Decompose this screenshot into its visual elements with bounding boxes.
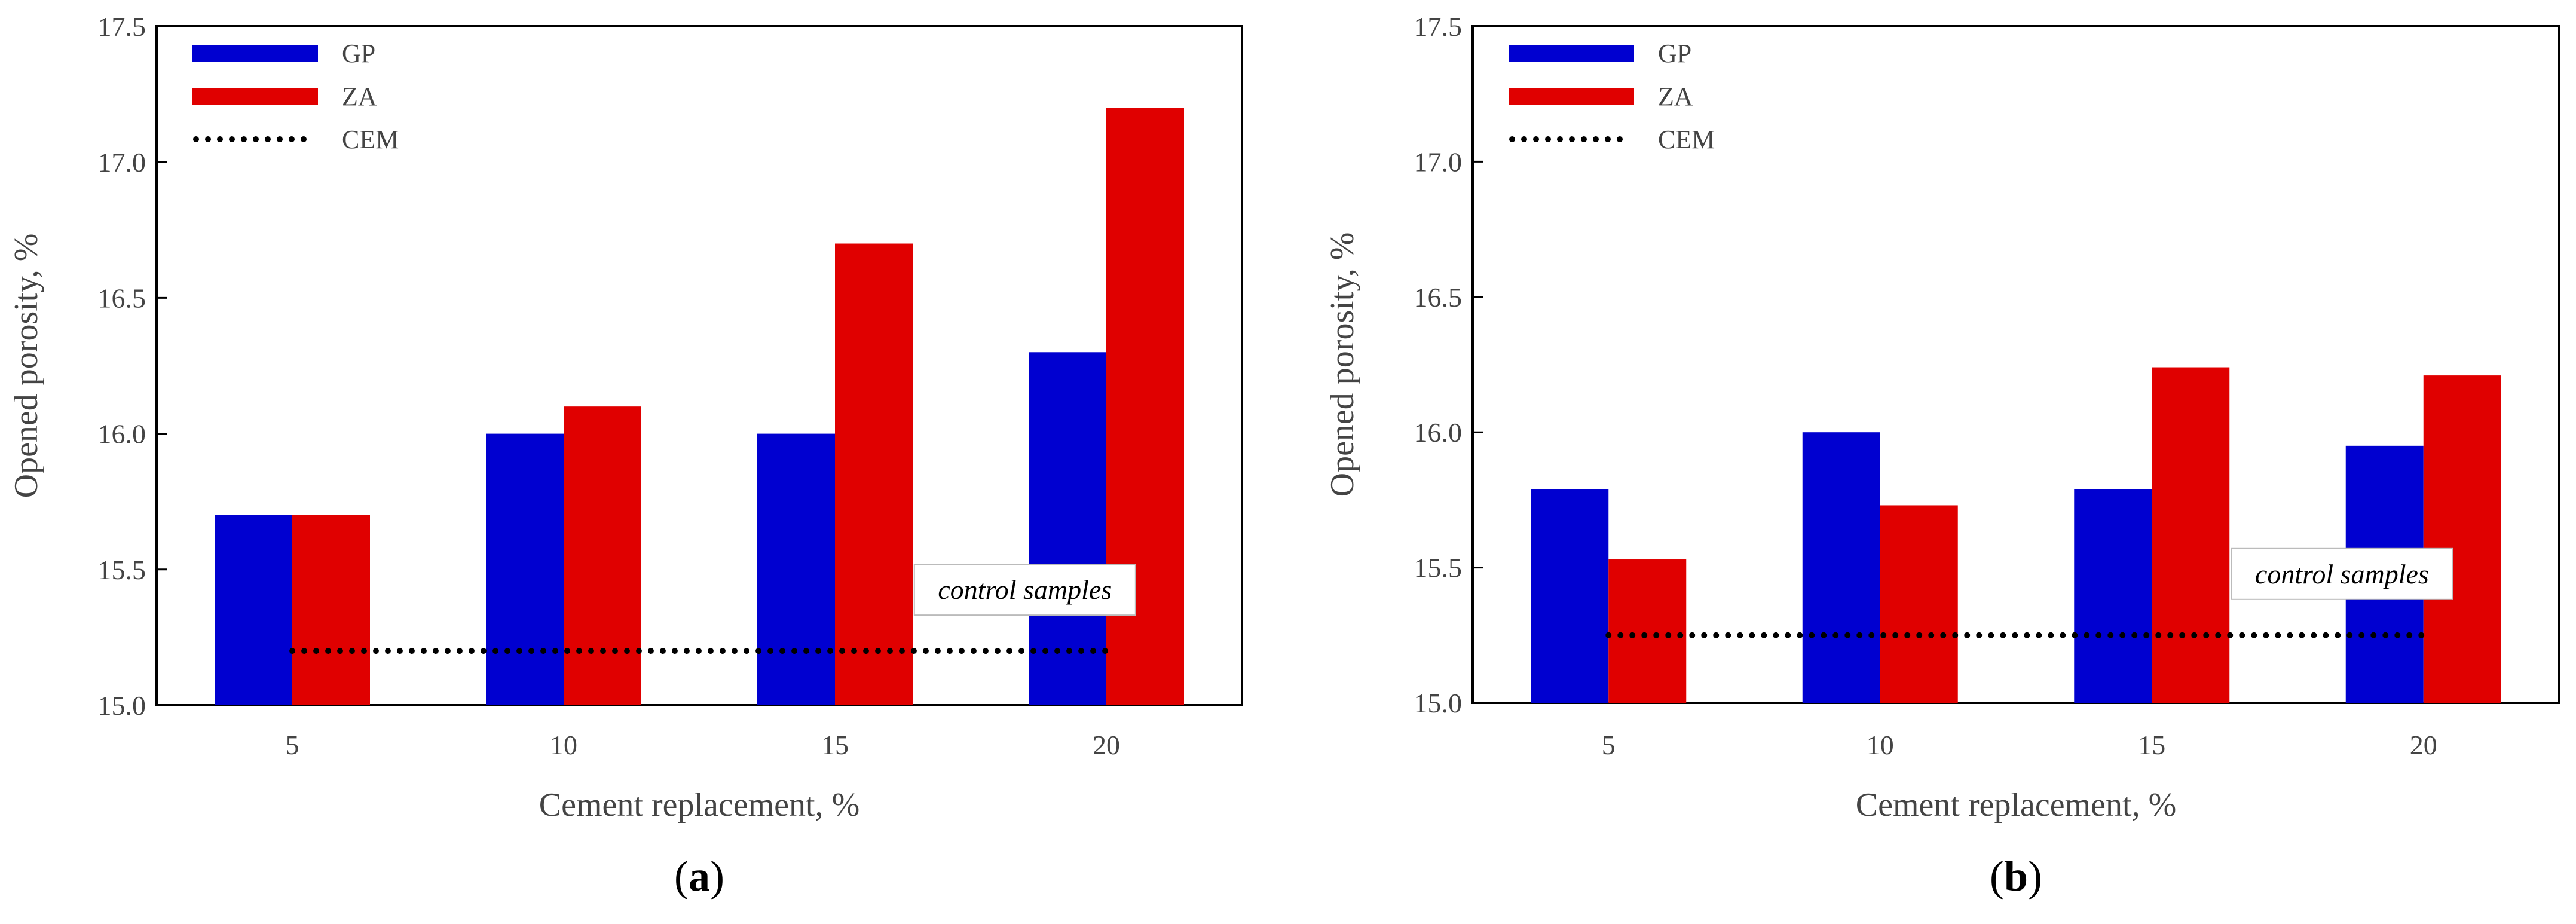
legend-label-cem: CEM <box>342 125 399 154</box>
panel-label: (a) <box>674 852 724 900</box>
x-tick-label: 5 <box>286 730 299 760</box>
bar-za-10 <box>564 406 641 705</box>
x-tick-label: 20 <box>2410 730 2437 760</box>
legend-label-za: ZA <box>342 82 377 111</box>
legend-swatch-gp <box>192 45 318 62</box>
annotation-control-samples: control samples <box>938 574 1112 605</box>
annotation-control-samples: control samples <box>2255 559 2429 589</box>
legend-label-cem: CEM <box>1658 125 1715 154</box>
bar-za-10 <box>1880 505 1958 703</box>
y-tick-label: 15.5 <box>98 555 146 585</box>
bar-gp-15 <box>757 433 835 705</box>
y-axis-label: Opened porosity, % <box>1324 232 1361 497</box>
x-tick-label: 15 <box>2138 730 2165 760</box>
y-tick-label: 16.5 <box>98 283 146 313</box>
bar-za-15 <box>2152 367 2230 703</box>
legend-swatch-gp <box>1509 45 1634 62</box>
bar-za-5 <box>292 515 370 705</box>
x-tick-label: 20 <box>1093 730 1120 760</box>
y-tick-label: 17.0 <box>1414 146 1463 177</box>
x-tick-label: 5 <box>1602 730 1616 760</box>
legend-swatch-za <box>192 88 318 105</box>
y-tick-label: 15.0 <box>1414 688 1463 718</box>
y-tick-label: 15.0 <box>98 690 146 721</box>
bar-gp-20 <box>1029 352 1106 705</box>
x-tick-label: 10 <box>550 730 577 760</box>
annotation-box <box>2231 547 2453 600</box>
x-axis-label: Cement replacement, % <box>1856 787 2176 824</box>
legend-label-za: ZA <box>1658 82 1693 111</box>
y-tick-label: 17.5 <box>1414 11 1463 42</box>
annotation-box <box>913 564 1136 616</box>
x-axis-label: Cement replacement, % <box>539 787 859 824</box>
bar-gp-15 <box>2074 489 2152 703</box>
chart-panel-b: control samples 15.0 15.5 16.0 16.5 17.0 17.5 5… <box>1324 11 2560 900</box>
legend-swatch-za <box>1509 88 1634 105</box>
x-tick-label: 15 <box>821 730 849 760</box>
x-tick-label: 10 <box>1867 730 1894 760</box>
y-tick-label: 17.0 <box>98 147 146 178</box>
y-tick-label: 15.5 <box>1414 553 1463 583</box>
bar-za-20 <box>2423 375 2501 703</box>
bar-za-5 <box>1608 559 1687 703</box>
bar-gp-10 <box>1802 432 1880 703</box>
bar-gp-5 <box>215 515 292 705</box>
y-tick-label: 16.0 <box>98 419 146 449</box>
bar-gp-10 <box>486 433 564 705</box>
bar-za-15 <box>835 243 913 705</box>
y-tick-label: 16.0 <box>1414 417 1463 448</box>
y-tick-label: 16.5 <box>1414 282 1463 313</box>
panel-label: (b) <box>1990 852 2042 900</box>
chart-panel-a: control samples 15.0 15.5 16.0 16.5 17.0 17.5 5… <box>8 11 1243 900</box>
y-tick-label: 17.5 <box>98 11 146 42</box>
legend-label-gp: GP <box>342 39 375 68</box>
y-axis-label: Opened porosity, % <box>8 234 45 498</box>
bar-gp-5 <box>1531 489 1609 703</box>
legend-label-gp: GP <box>1658 39 1691 68</box>
